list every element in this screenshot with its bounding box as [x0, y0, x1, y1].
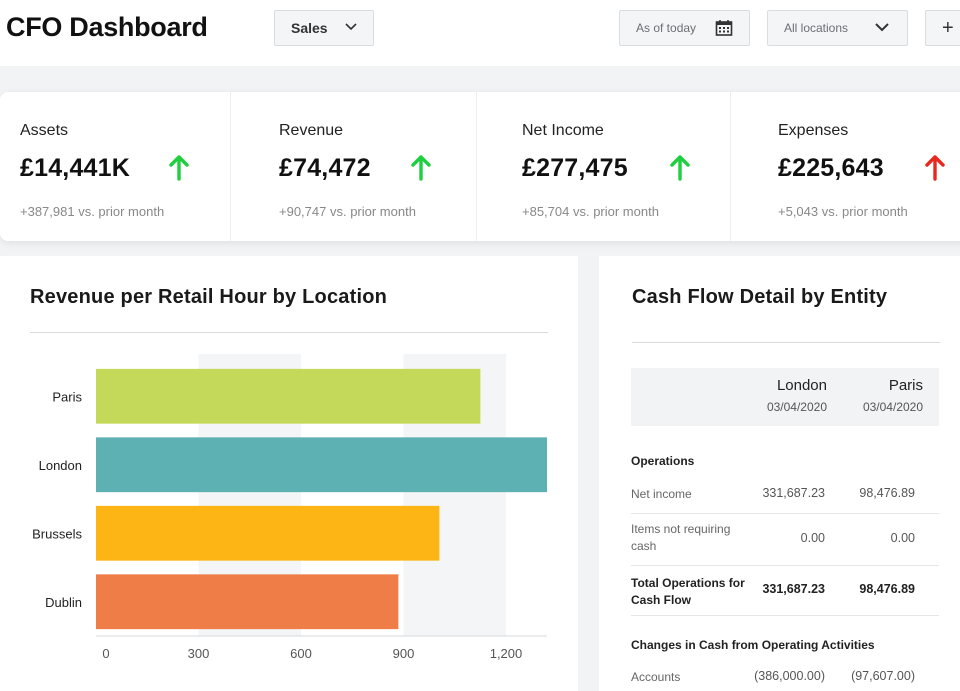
cell-london: 331,687.23 — [762, 582, 825, 596]
x-tick-label: 0 — [102, 646, 109, 661]
plus-icon: + — [942, 16, 954, 39]
cell-paris: (97,607.00) — [851, 669, 915, 683]
x-tick-label: 900 — [393, 646, 415, 661]
column-header-paris: Paris 03/04/2020 — [863, 377, 923, 414]
table-row[interactable]: Accounts (386,000.00) (97,607.00) — [631, 661, 939, 691]
cashflow-panel: Cash Flow Detail by Entity London 03/04/… — [599, 256, 960, 691]
x-tick-label: 1,200 — [490, 646, 523, 661]
location-filter-label: All locations — [784, 21, 849, 35]
row-label: Accounts — [631, 670, 681, 684]
arrow-up-icon — [169, 155, 189, 181]
category-label: London — [39, 458, 82, 473]
top-bar: CFO Dashboard Sales As of today All loca… — [0, 0, 960, 66]
x-tick-label: 600 — [290, 646, 312, 661]
arrow-up-icon — [925, 155, 945, 181]
kpi-delta: +90,747 vs. prior month — [279, 204, 416, 219]
column-name: London — [776, 377, 827, 394]
cell-paris: 98,476.89 — [859, 582, 915, 596]
kpi-value: £14,441K — [20, 154, 131, 182]
category-label: Dublin — [45, 595, 82, 610]
chevron-down-icon — [345, 23, 357, 31]
column-name: Paris — [888, 377, 923, 394]
arrow-up-icon — [670, 155, 690, 181]
location-filter-dropdown[interactable]: All locations — [767, 10, 908, 46]
kpi-label: Expenses — [778, 122, 849, 139]
x-tick-label: 300 — [188, 646, 210, 661]
kpi-label: Assets — [20, 122, 69, 139]
kpi-card-expenses[interactable]: Expenses £225,643 +5,043 vs. prior month — [731, 92, 960, 241]
kpi-card-revenue[interactable]: Revenue £74,472 +90,747 vs. prior month — [231, 92, 477, 241]
date-filter-label: As of today — [636, 21, 697, 35]
kpi-delta: +387,981 vs. prior month — [20, 204, 165, 219]
row-label: Net income — [631, 487, 692, 501]
column-date: 03/04/2020 — [862, 400, 923, 414]
revenue-chart-panel: Revenue per Retail Hour by Location Pari… — [0, 256, 578, 691]
kpi-delta: +5,043 vs. prior month — [778, 204, 908, 219]
cell-paris: 98,476.89 — [859, 486, 915, 500]
panel-title: Cash Flow Detail by Entity — [632, 286, 888, 308]
category-label: Brussels — [32, 526, 82, 541]
kpi-value: £277,475 — [522, 154, 628, 182]
date-filter-button[interactable]: As of today — [619, 10, 750, 46]
cell-paris: 0.00 — [890, 531, 915, 545]
bar-dublin[interactable] — [96, 574, 399, 630]
table-row[interactable]: Items not requiring cash 0.00 0.00 — [631, 514, 939, 566]
kpi-label: Revenue — [279, 122, 344, 139]
kpi-label: Net Income — [522, 122, 604, 139]
kpi-delta: +85,704 vs. prior month — [522, 204, 659, 219]
add-button[interactable]: + — [925, 10, 960, 46]
chevron-down-icon — [875, 23, 889, 32]
table-row-total[interactable]: Total Operations for Cash Flow 331,687.2… — [631, 566, 939, 616]
panel-title: Revenue per Retail Hour by Location — [30, 286, 388, 308]
section-heading: Operations — [631, 454, 695, 468]
table-header: London 03/04/2020 Paris 03/04/2020 — [631, 368, 939, 426]
kpi-card-net-income[interactable]: Net Income £277,475 +85,704 vs. prior mo… — [477, 92, 731, 241]
arrow-up-icon — [411, 155, 431, 181]
table-row[interactable]: Net income 331,687.23 98,476.89 — [631, 476, 939, 514]
cell-london: 331,687.23 — [762, 486, 825, 500]
kpi-card-assets[interactable]: Assets £14,441K +387,981 vs. prior month — [0, 92, 231, 241]
calendar-icon — [715, 20, 733, 36]
page-title: CFO Dashboard — [6, 12, 208, 42]
cell-london: (386,000.00) — [754, 669, 825, 683]
row-label: Total Operations for Cash Flow — [631, 576, 745, 607]
view-select-dropdown[interactable]: Sales — [274, 10, 374, 46]
bar-london[interactable] — [96, 437, 547, 493]
revenue-bar-chart: Paris London Brussels Dublin 0 300 600 900 1,200 — [32, 354, 547, 661]
divider — [632, 342, 940, 343]
bar-brussels[interactable] — [96, 505, 440, 561]
view-select-label: Sales — [291, 20, 328, 36]
kpi-strip: Assets £14,441K +387,981 vs. prior month… — [0, 92, 960, 241]
kpi-value: £74,472 — [279, 154, 371, 182]
category-label: Paris — [52, 389, 82, 404]
cell-london: 0.00 — [800, 531, 825, 545]
bar-paris[interactable] — [96, 368, 481, 424]
kpi-value: £225,643 — [778, 154, 884, 182]
section-heading: Changes in Cash from Operating Activitie… — [631, 638, 875, 652]
divider — [30, 332, 548, 333]
row-label: Items not requiring cash — [631, 522, 731, 553]
column-date: 03/04/2020 — [766, 400, 827, 414]
column-header-london: London 03/04/2020 — [767, 377, 827, 414]
